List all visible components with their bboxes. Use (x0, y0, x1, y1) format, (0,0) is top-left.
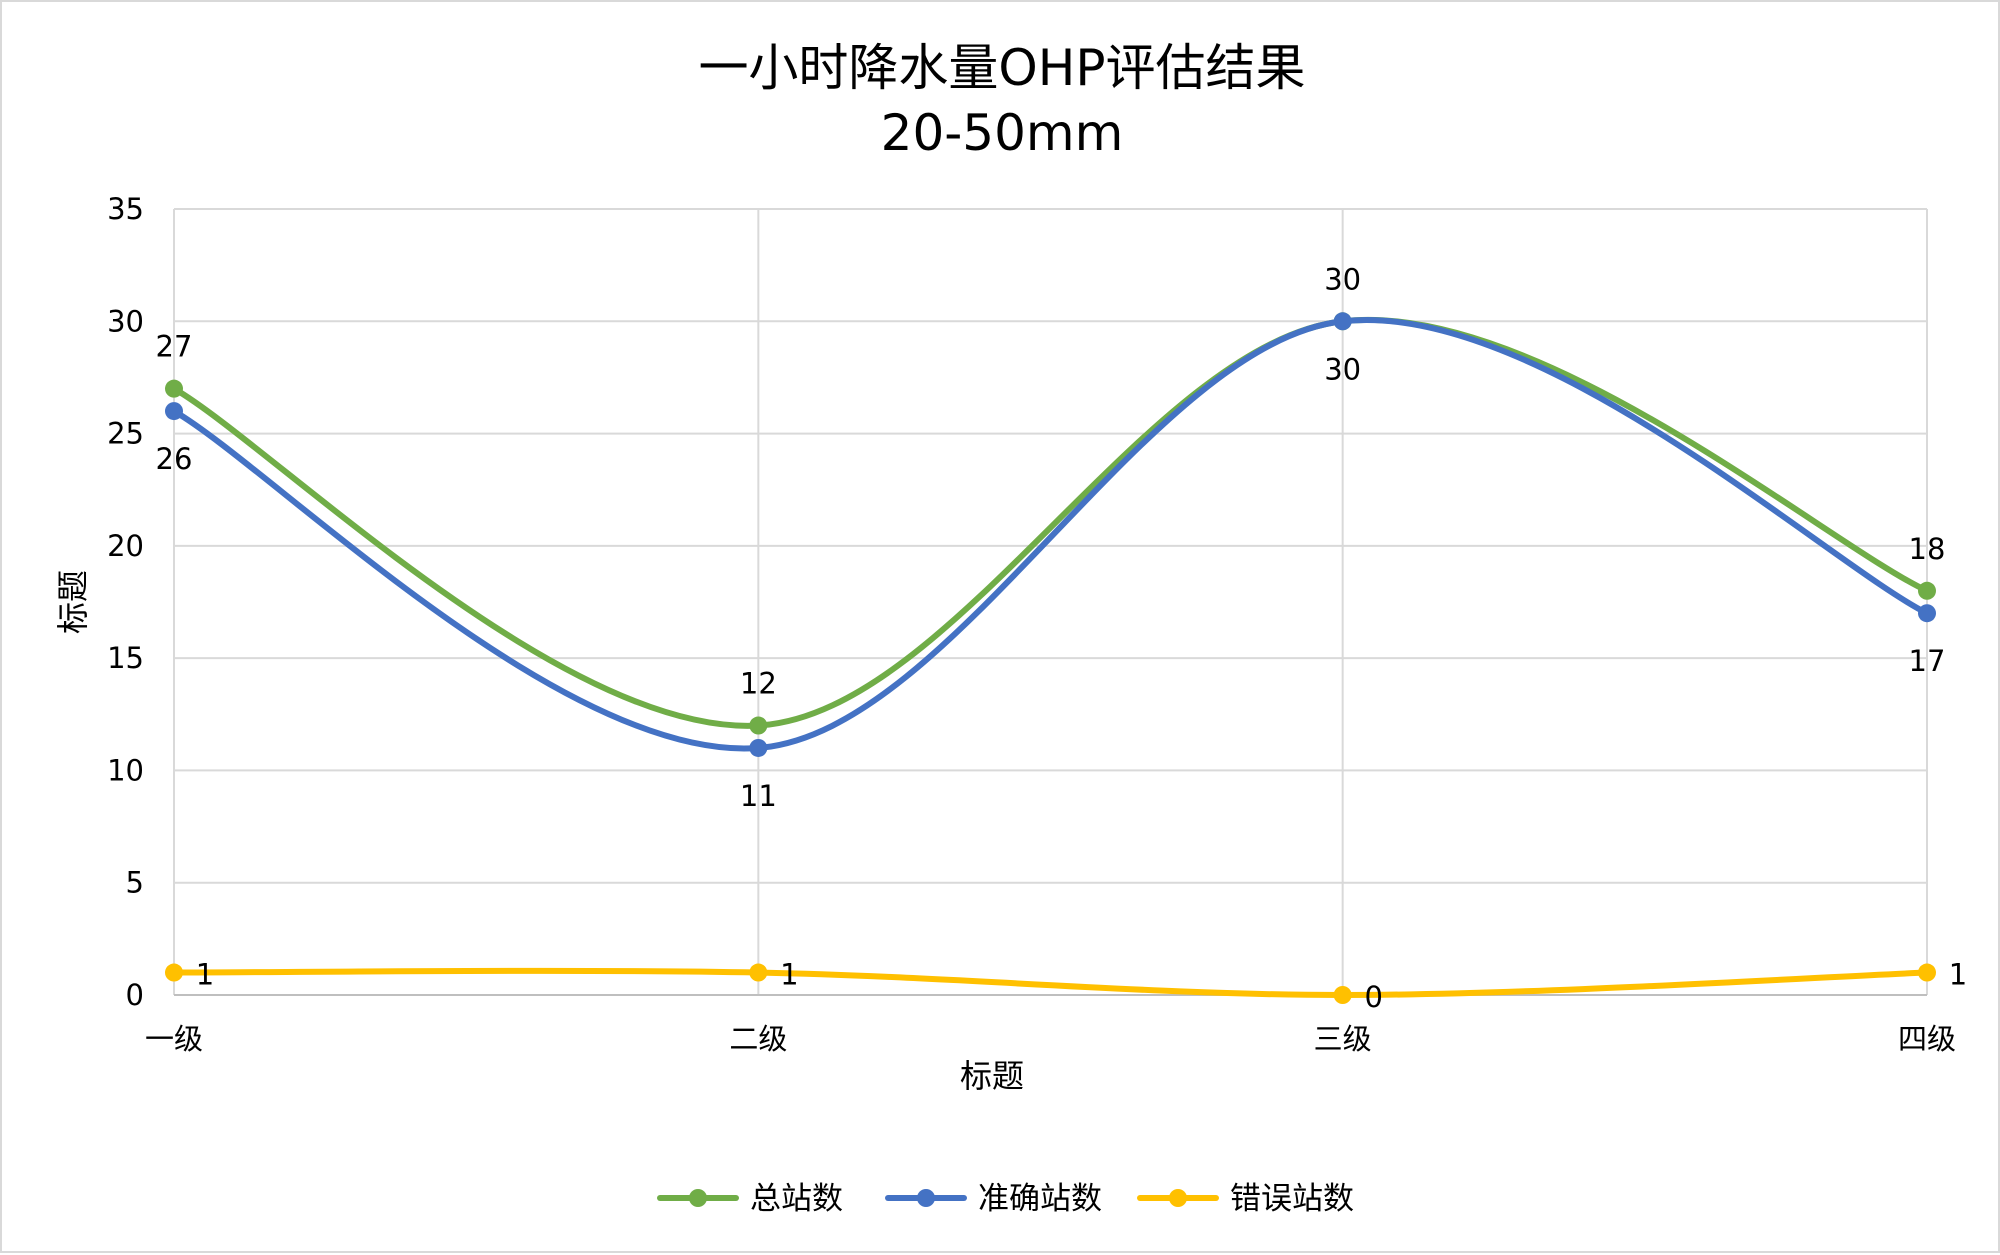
y-tick-label: 5 (126, 866, 144, 900)
legend: 总站数 准确站数 错误站数 (657, 1181, 1354, 1217)
legend-marker (917, 1189, 935, 1207)
data-point (749, 716, 768, 735)
data-label: 11 (740, 779, 777, 813)
gridlines (173, 208, 1928, 995)
legend-label: 错误站数 (1230, 1181, 1354, 1217)
series-line-3 (171, 967, 1930, 999)
y-tick-label: 35 (107, 192, 144, 226)
data-point (749, 963, 768, 982)
data-point (749, 738, 768, 757)
data-point (1333, 986, 1352, 1004)
data-label: 26 (156, 442, 193, 476)
data-label: 30 (1324, 352, 1361, 386)
legend-marker (689, 1189, 707, 1207)
x-tick-label: 三级 (1314, 1022, 1372, 1056)
data-point (165, 963, 183, 982)
y-tick-label: 25 (107, 417, 144, 451)
y-tick-label: 0 (126, 978, 144, 1012)
data-point (165, 402, 183, 421)
legend-label: 总站数 (750, 1181, 843, 1217)
x-tick-label: 一级 (145, 1022, 203, 1056)
y-tick-label: 10 (107, 753, 144, 787)
data-label: 0 (1364, 980, 1382, 1014)
legend-marker (1169, 1189, 1187, 1207)
data-label: 30 (1324, 262, 1361, 296)
data-label: 17 (1909, 644, 1946, 678)
y-axis-title: 标题 (54, 570, 92, 634)
series-line-2 (171, 316, 1930, 752)
chart-title: 一小时降水量OHP评估结果 (698, 39, 1305, 97)
chart-subtitle: 20-50mm (881, 104, 1124, 162)
y-tick-label: 30 (107, 304, 144, 338)
y-tick-label: 15 (107, 641, 144, 675)
data-label: 12 (740, 667, 777, 701)
data-point (1918, 604, 1936, 623)
legend-label: 准确站数 (978, 1181, 1102, 1217)
data-label: 27 (156, 330, 193, 364)
series-layer (165, 312, 1936, 1004)
data-point (1333, 312, 1352, 331)
y-tick-label: 20 (107, 529, 144, 563)
data-label: 1 (1949, 958, 1967, 992)
data-label: 18 (1909, 532, 1946, 566)
data-point (1918, 581, 1936, 600)
x-tick-label: 二级 (729, 1022, 787, 1056)
data-point (1918, 963, 1936, 982)
x-tick-label: 四级 (1898, 1022, 1956, 1056)
series-line-1 (171, 316, 1930, 729)
data-label: 1 (196, 958, 214, 992)
data-point (165, 379, 183, 398)
data-label: 1 (780, 958, 798, 992)
x-axis-title: 标题 (960, 1057, 1024, 1095)
